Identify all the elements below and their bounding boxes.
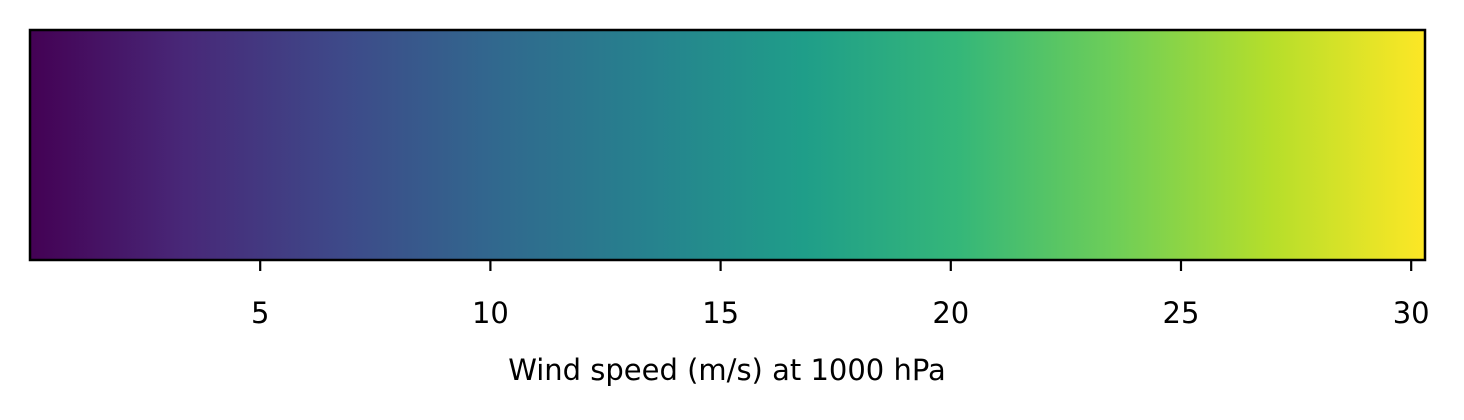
x-axis-label: Wind speed (m/s) at 1000 hPa (508, 353, 946, 387)
x-tick-label: 5 (251, 296, 269, 330)
x-tick-label: 20 (932, 296, 969, 330)
x-tick-label: 25 (1163, 296, 1200, 330)
x-tick-label: 30 (1393, 296, 1430, 330)
colorbar-fill (30, 30, 1425, 260)
colorbar-frame (28, 28, 1427, 262)
x-axis-ticks: 5 10 15 20 25 30 (251, 260, 1430, 330)
x-tick-label: 15 (702, 296, 739, 330)
x-tick-label: 10 (472, 296, 509, 330)
